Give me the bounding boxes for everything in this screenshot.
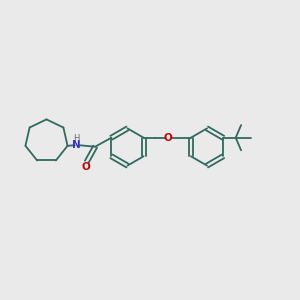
Text: O: O (163, 133, 172, 143)
Text: O: O (81, 162, 90, 172)
Text: N: N (72, 140, 81, 150)
Text: H: H (74, 134, 80, 143)
